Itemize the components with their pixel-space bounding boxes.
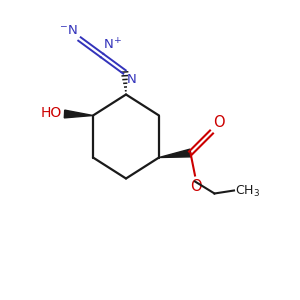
Text: N$^{+}$: N$^{+}$ (103, 38, 122, 53)
Text: HO: HO (41, 106, 62, 120)
Polygon shape (64, 110, 93, 118)
Text: O: O (190, 179, 201, 194)
Text: CH$_3$: CH$_3$ (235, 184, 260, 199)
Text: N: N (127, 73, 136, 86)
Text: $^{-}$N: $^{-}$N (59, 25, 78, 38)
Polygon shape (159, 149, 191, 158)
Text: O: O (213, 116, 225, 130)
